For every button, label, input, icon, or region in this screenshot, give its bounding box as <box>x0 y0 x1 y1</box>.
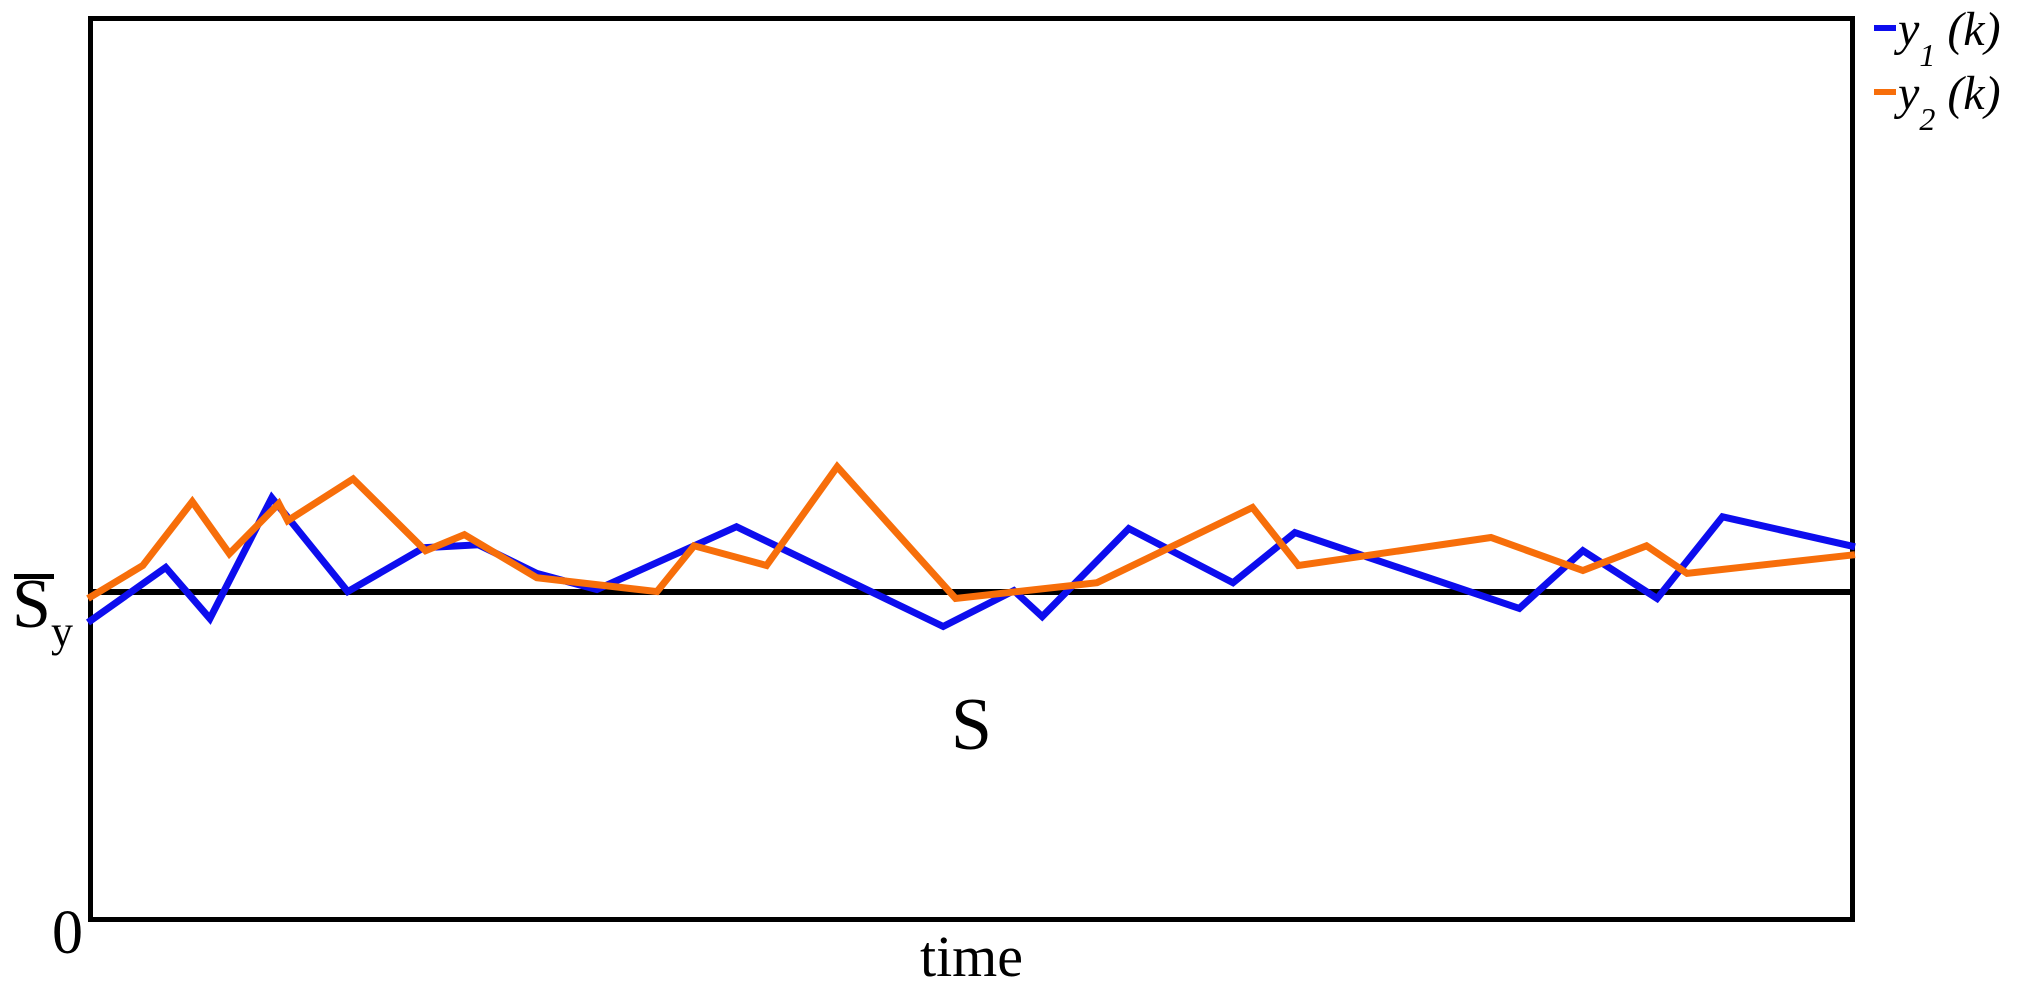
origin-tick-label: 0 <box>52 899 83 967</box>
series-y1-line <box>85 491 1856 631</box>
legend-item-y2: y2 (k) <box>1874 67 2001 137</box>
region-label-s: S <box>950 684 993 766</box>
legend: y1 (k) y2 (k) <box>1874 3 2001 137</box>
y-axis-baseline-label: Sy <box>12 570 73 654</box>
baseline-label-sub: y <box>50 607 73 656</box>
x-axis-label: time <box>919 924 1024 986</box>
overline-bar <box>14 574 54 579</box>
baseline-label-main: S <box>12 566 51 643</box>
series-y2-line <box>86 461 1856 603</box>
legend-sub-y1: 1 <box>1919 36 1936 73</box>
plot-box <box>88 16 1855 922</box>
legend-line-sample-y1-icon <box>1874 25 1896 31</box>
legend-suffix-y1: (k) <box>1947 3 2001 56</box>
legend-var-y1: y <box>1898 3 1920 56</box>
legend-item-y1: y1 (k) <box>1874 3 2001 73</box>
legend-sub-y2: 2 <box>1919 100 1936 137</box>
legend-suffix-y2: (k) <box>1947 67 2001 120</box>
legend-line-sample-y2-icon <box>1874 89 1896 95</box>
legend-var-y2: y <box>1898 67 1920 120</box>
